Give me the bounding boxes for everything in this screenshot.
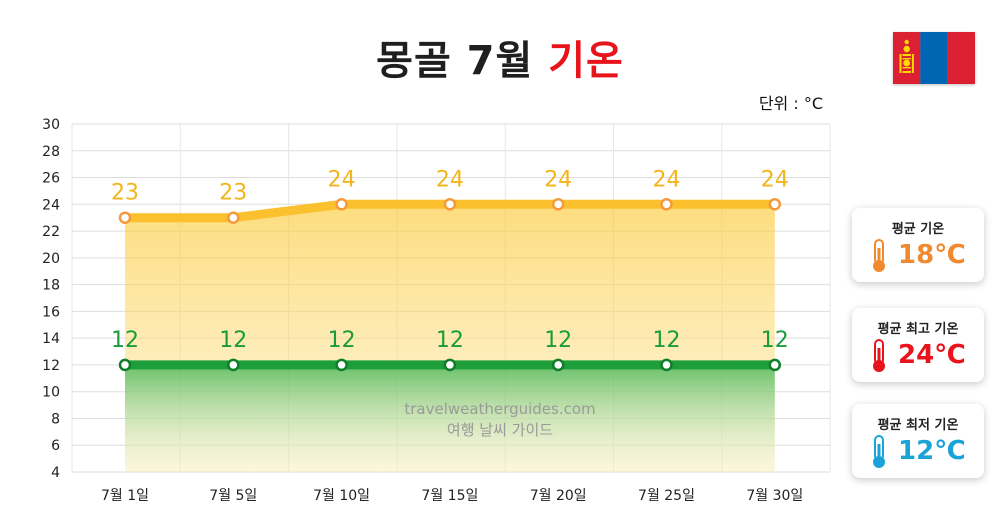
data-label: 12 <box>111 328 139 353</box>
card-avg-temp-label: 평균 기온 <box>891 222 945 237</box>
card-avg-high-value: 24℃ <box>898 340 966 370</box>
data-label: 24 <box>761 167 789 192</box>
y-tick-label: 6 <box>51 438 60 454</box>
y-tick-label: 18 <box>42 278 60 294</box>
unit-label: 단위 : °C <box>758 94 823 113</box>
data-point <box>443 358 457 372</box>
card-avg-low-label: 평균 최저 기온 <box>877 418 959 433</box>
thermometer-icon <box>873 339 885 372</box>
x-tick-label: 7월 20일 <box>530 488 587 504</box>
data-point <box>443 198 457 211</box>
x-tick-label: 7월 1일 <box>101 488 149 504</box>
data-point <box>227 358 240 372</box>
card-avg-temp-value: 18℃ <box>898 240 966 270</box>
data-point <box>335 198 348 211</box>
data-label: 24 <box>436 167 464 192</box>
data-label: 12 <box>219 328 247 353</box>
y-tick-label: 8 <box>51 411 60 427</box>
watermark-url: travelweatherguides.com <box>404 400 596 418</box>
card-avg-high: 평균 최고 기온 24℃ <box>852 308 984 382</box>
data-point <box>660 198 673 211</box>
y-tick-label: 20 <box>42 251 60 267</box>
data-point <box>551 358 565 372</box>
title-accent: 기온 <box>548 38 624 84</box>
series-area <box>125 364 775 472</box>
card-avg-high-label: 평균 최고 기온 <box>877 322 959 337</box>
card-avg-low-value: 12℃ <box>898 436 966 466</box>
mongolia-flag-icon <box>893 32 975 84</box>
data-point <box>768 358 782 372</box>
data-label: 12 <box>653 328 681 353</box>
data-point <box>227 211 240 224</box>
thermometer-icon <box>873 239 885 272</box>
y-tick-label: 22 <box>42 224 60 240</box>
page-title: 몽골 7월 기온 <box>0 28 1000 86</box>
y-tick-label: 10 <box>42 385 60 401</box>
thermometer-icon <box>873 435 885 468</box>
x-tick-label: 7월 30일 <box>746 488 803 504</box>
data-label: 24 <box>544 167 572 192</box>
x-tick-label: 7월 25일 <box>638 488 695 504</box>
y-tick-label: 30 <box>42 117 60 133</box>
data-point <box>768 198 782 211</box>
data-label: 12 <box>761 328 789 353</box>
watermark-text: 여행 날씨 가이드 <box>446 421 554 439</box>
data-point <box>335 358 348 372</box>
data-label: 24 <box>328 167 356 192</box>
y-tick-label: 12 <box>42 358 60 374</box>
x-tick-label: 7월 15일 <box>421 488 478 504</box>
data-point <box>118 211 132 224</box>
data-point <box>118 358 132 372</box>
data-label: 23 <box>219 181 247 206</box>
title-main: 몽골 7월 <box>376 38 534 84</box>
x-tick-label: 7월 10일 <box>313 488 370 504</box>
y-tick-label: 26 <box>42 171 60 187</box>
x-tick-label: 7월 5일 <box>209 488 257 504</box>
data-label: 12 <box>544 328 572 353</box>
card-avg-low: 평균 최저 기온 12℃ <box>852 404 984 478</box>
data-label: 24 <box>653 167 681 192</box>
data-point <box>551 198 565 211</box>
y-tick-label: 16 <box>42 304 60 320</box>
y-tick-label: 14 <box>42 331 60 347</box>
y-tick-label: 24 <box>42 197 60 213</box>
data-label: 23 <box>111 181 139 206</box>
y-tick-label: 28 <box>42 144 60 160</box>
y-tick-label: 4 <box>51 465 60 481</box>
data-label: 12 <box>328 328 356 353</box>
data-label: 12 <box>436 328 464 353</box>
card-avg-temp: 평균 기온 18℃ <box>852 208 984 282</box>
data-point <box>660 358 673 372</box>
